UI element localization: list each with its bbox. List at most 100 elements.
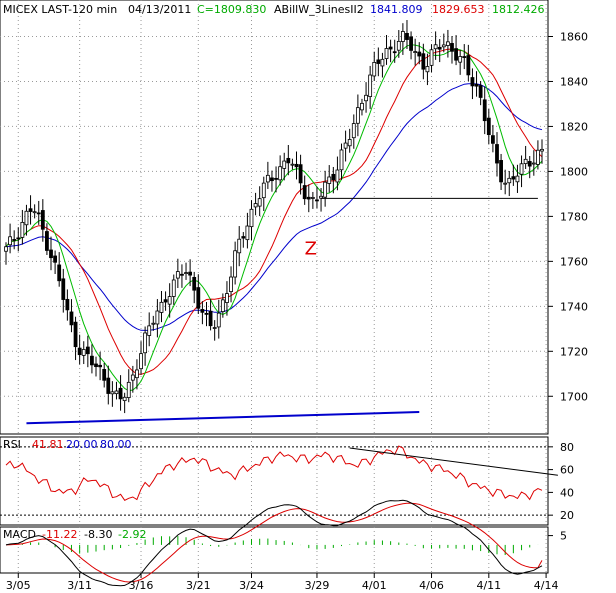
candle-body <box>429 49 434 66</box>
candle-body <box>290 163 295 166</box>
macd-label: MACD <box>3 528 36 541</box>
macd-panel <box>0 526 549 574</box>
candle-body <box>175 271 180 279</box>
macd-tick-label: 5 <box>560 530 567 543</box>
candle-body <box>16 237 21 240</box>
candle-body <box>540 148 544 152</box>
candle-body <box>118 387 123 400</box>
price-tick-label: 1720 <box>560 345 588 358</box>
header-date: 04/13/2011 <box>128 3 191 16</box>
candle-body <box>335 169 340 183</box>
candle-body <box>372 62 377 77</box>
candle-body <box>114 390 119 395</box>
candle-body <box>200 309 205 313</box>
macd-value: -11.22 <box>42 528 77 541</box>
candle-body <box>327 176 332 184</box>
candle-body <box>163 299 168 303</box>
candle-body <box>241 236 246 239</box>
price-tick-label: 1840 <box>560 75 588 88</box>
candle-body <box>49 249 53 259</box>
candle-body <box>351 123 356 139</box>
candle-body <box>396 40 401 51</box>
candle-body <box>180 273 184 276</box>
candle-body <box>462 56 467 58</box>
candle-body <box>425 66 430 73</box>
candle-body <box>474 83 479 87</box>
candle-body <box>135 369 139 379</box>
candle-body <box>343 142 348 149</box>
candle-body <box>81 349 86 356</box>
candle-body <box>151 322 156 325</box>
candle-body <box>184 272 188 274</box>
candle-body <box>417 51 422 57</box>
candle-body <box>77 347 82 356</box>
candle-body <box>360 102 364 111</box>
candle-body <box>28 208 33 212</box>
candle-body <box>376 59 381 64</box>
price-tick-label: 1760 <box>560 255 588 268</box>
candle-body <box>110 391 115 395</box>
candle-body <box>511 176 516 180</box>
price-tick-label: 1860 <box>560 30 588 43</box>
candle-body <box>253 203 258 208</box>
candle-body <box>466 55 471 76</box>
candle-body <box>454 48 458 61</box>
candle-body <box>257 198 262 207</box>
candle-body <box>4 246 8 252</box>
candle-body <box>368 74 373 97</box>
x-tick-label: 3/05 <box>6 579 31 592</box>
candle-body <box>409 36 413 51</box>
ma-line-blue <box>5 83 543 331</box>
candle-body <box>249 208 254 228</box>
candle-body <box>220 299 225 313</box>
rsi-y-axis: 20 40 60 80 <box>548 441 574 522</box>
rsi-lines <box>5 445 558 501</box>
rsi-high: 80.00 <box>100 438 132 451</box>
candle-body <box>499 160 503 183</box>
macd-lines <box>5 499 543 587</box>
candle-body <box>519 163 524 175</box>
candle-body <box>98 364 103 368</box>
candle-body <box>65 298 70 311</box>
candle-body <box>405 32 409 40</box>
candle-body <box>527 161 532 167</box>
candle-body <box>57 264 62 282</box>
candle-body <box>212 327 217 329</box>
rsi-low: 20.00 <box>66 438 98 451</box>
candle-body <box>85 346 90 355</box>
candle-body <box>437 46 442 50</box>
header-symbol: MICEX LAST-120 min <box>3 3 117 16</box>
candle-body <box>536 149 540 165</box>
header-red-value: 1829.653 <box>432 3 485 16</box>
candle-body <box>470 77 475 87</box>
candle-body <box>32 211 37 214</box>
candle-body <box>155 310 160 325</box>
candle-body <box>355 107 360 124</box>
candle-body <box>102 369 107 381</box>
candle-body <box>294 163 299 168</box>
candle-body <box>392 51 397 54</box>
candle-body <box>192 276 197 291</box>
candle-body <box>147 325 152 336</box>
candle-body <box>274 177 278 180</box>
candle-body <box>36 212 41 215</box>
candle-body <box>306 196 311 200</box>
candle-body <box>450 43 454 52</box>
macd-y-axis: 5 <box>548 530 567 543</box>
candle-body <box>12 239 17 241</box>
candle-body <box>441 44 446 48</box>
rsi-tick-label: 20 <box>560 509 574 522</box>
x-tick-label: 4/14 <box>534 579 559 592</box>
price-y-axis: 1700 1720 1740 1760 1780 1800 1820 1840 1860 <box>548 30 588 403</box>
candle-body <box>323 181 328 198</box>
candle-body <box>278 166 283 181</box>
candle-body <box>196 287 201 309</box>
candle-body <box>90 355 94 366</box>
candle-body <box>495 144 499 164</box>
candle-body <box>233 250 238 278</box>
candle-body <box>507 177 512 184</box>
macd-signal: -8.30 <box>84 528 112 541</box>
candle-body <box>69 311 74 326</box>
candle-body <box>126 381 131 398</box>
